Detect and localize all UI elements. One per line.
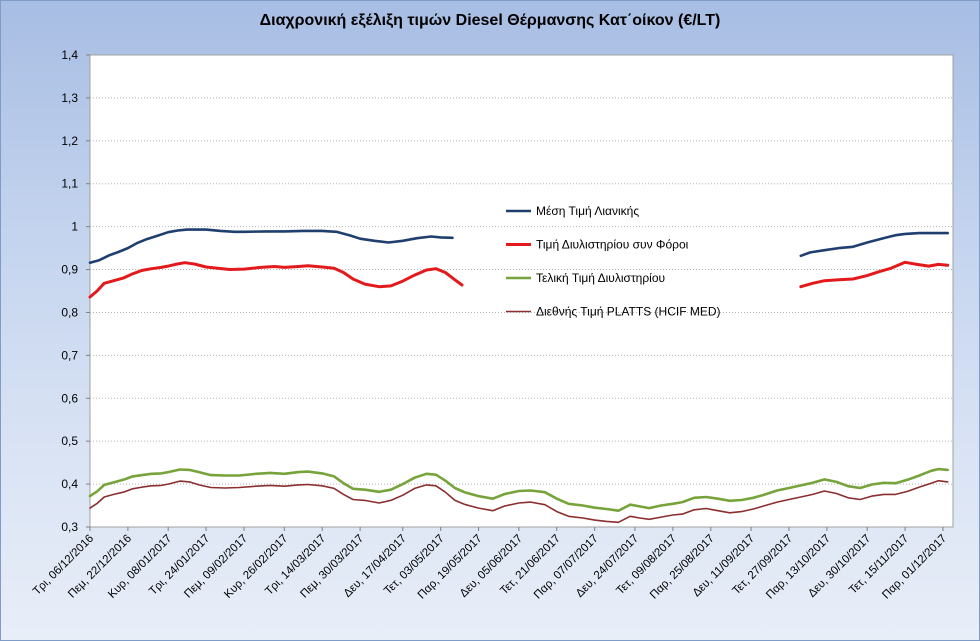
series-lines xyxy=(88,228,950,524)
series-line xyxy=(799,260,950,289)
y-tick-label: 1,1 xyxy=(61,177,78,191)
series-line xyxy=(89,479,949,524)
y-tick-label: 1,3 xyxy=(61,91,78,105)
y-tick-label: 0,4 xyxy=(61,477,78,491)
legend-label: Διεθνής Τιμή PLATTS (HCIF MED) xyxy=(536,305,721,319)
legend-label: Τιμή Διυλιστηρίου συν Φόροι xyxy=(536,238,689,252)
y-tick-label: 0,3 xyxy=(61,520,78,534)
legend-label: Τελική Τιμή Διυλιστηρίου xyxy=(536,271,665,285)
y-tick-label: 0,8 xyxy=(61,305,78,319)
series-line xyxy=(88,228,454,264)
y-tick-label: 0,6 xyxy=(61,391,78,405)
y-tick-label: 0,7 xyxy=(61,348,78,362)
x-tick-label: Παρ, 01/12/2017 xyxy=(880,533,949,602)
legend-label: Μέση Τιμή Λιανικής xyxy=(536,204,639,218)
series-line xyxy=(88,261,464,299)
y-tick-label: 1 xyxy=(71,220,78,234)
y-tick-label: 0,5 xyxy=(61,434,78,448)
plot-area xyxy=(89,54,954,528)
series-line xyxy=(88,467,949,512)
y-tick-label: 1,4 xyxy=(61,48,78,62)
y-tick-label: 0,9 xyxy=(61,263,78,277)
y-axis-ticks: 0,3 0,4 0,5 0,6 0,7 0,8 0,9 1 1,1 1,2 1,3 1,4 xyxy=(61,48,90,534)
y-tick-label: 1,2 xyxy=(61,134,78,148)
legend: Μέση Τιμή Λιανικής Τιμή Διυλιστηρίου συν … xyxy=(506,204,721,319)
series-line xyxy=(799,231,949,258)
chart-title: Διαχρονική εξέλιξη τιμών Diesel Θέρμανση… xyxy=(259,12,721,29)
